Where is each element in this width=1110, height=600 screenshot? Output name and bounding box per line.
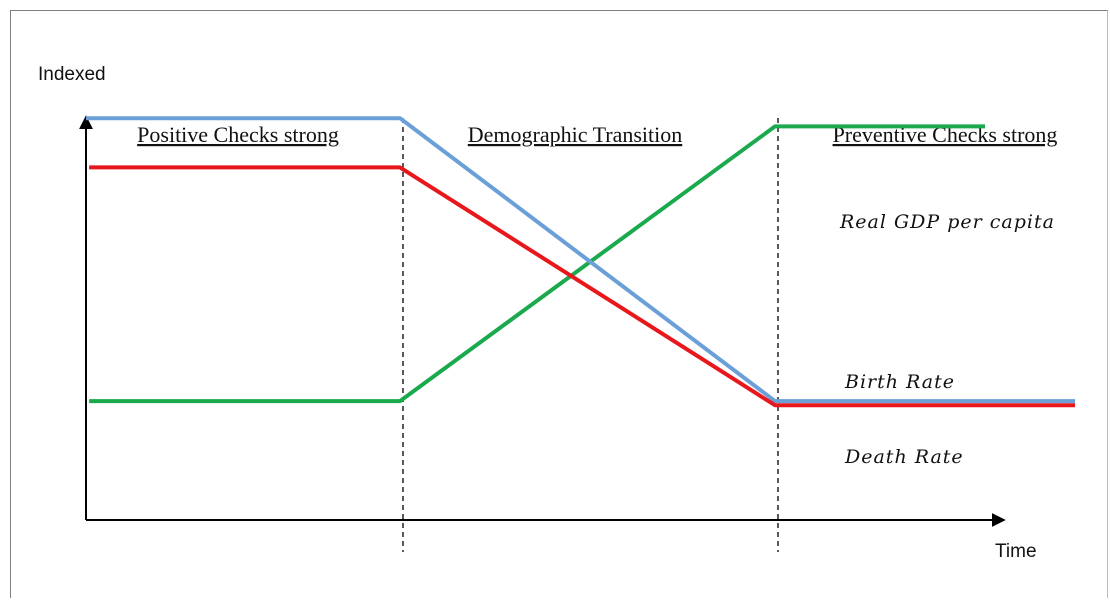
series-label-death-rate: Death Rate [844,446,964,468]
chart-frame [10,10,1108,598]
y-axis-title: Indexed [38,64,106,85]
gdp-line [89,124,985,404]
series-label-gdp: Real GDP per capita [839,211,1055,233]
death-rate-line [89,165,1075,408]
x-axis-title: Time [995,541,1037,562]
phase-label-2: Demographic Transition [468,122,683,147]
birth-rate-line [86,116,1075,404]
series-label-birth-rate: Birth Rate [844,371,955,393]
phase-label-1: Positive Checks strong [137,122,339,147]
